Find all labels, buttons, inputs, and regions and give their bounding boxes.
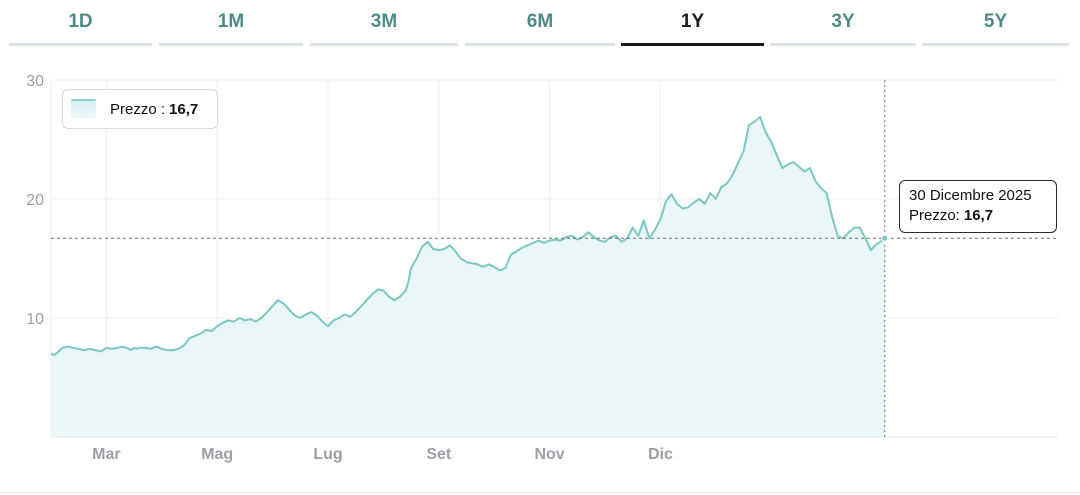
- x-tick-label: Nov: [534, 446, 564, 463]
- tab-5y[interactable]: 5Y: [922, 0, 1069, 46]
- price-line: [50, 115, 886, 356]
- tab-1m[interactable]: 1M: [159, 0, 303, 46]
- x-tick-label: Dic: [648, 446, 673, 463]
- x-tick-label: Set: [426, 446, 452, 463]
- tooltip-label: Prezzo:: [909, 207, 960, 224]
- x-tick-label: Mar: [92, 446, 120, 463]
- legend-swatch: [71, 99, 96, 119]
- x-tick-label: Mag: [201, 446, 233, 463]
- price-tooltip: 30 Dicembre 2025 Prezzo: 16,7: [899, 180, 1057, 233]
- chart-legend: Prezzo : 16,7: [62, 89, 218, 129]
- hover-point: [881, 234, 889, 242]
- y-axis: 10 20 30: [26, 73, 44, 328]
- y-tick-label: 20: [26, 192, 44, 209]
- timeframe-tabs: 1D 1M 3M 6M 1Y 3Y 5Y: [0, 0, 1080, 48]
- tab-3y[interactable]: 3Y: [770, 0, 916, 46]
- tooltip-date: 30 Dicembre 2025: [909, 187, 1032, 204]
- x-tick-label: Lug: [313, 446, 342, 463]
- y-tick-label: 30: [26, 73, 44, 90]
- tab-1d[interactable]: 1D: [9, 0, 152, 46]
- legend-value: 16,7: [169, 100, 199, 118]
- tab-6m[interactable]: 6M: [465, 0, 615, 46]
- x-axis: Mar Mag Lug Set Nov Dic: [92, 446, 673, 463]
- tab-3m[interactable]: 3M: [310, 0, 458, 46]
- legend-label: Prezzo :: [110, 100, 166, 118]
- y-tick-label: 10: [26, 311, 44, 328]
- tooltip-value: 16,7: [963, 207, 994, 224]
- bottom-divider: [0, 492, 1080, 493]
- price-area: [51, 116, 885, 438]
- tab-1y[interactable]: 1Y: [621, 0, 764, 46]
